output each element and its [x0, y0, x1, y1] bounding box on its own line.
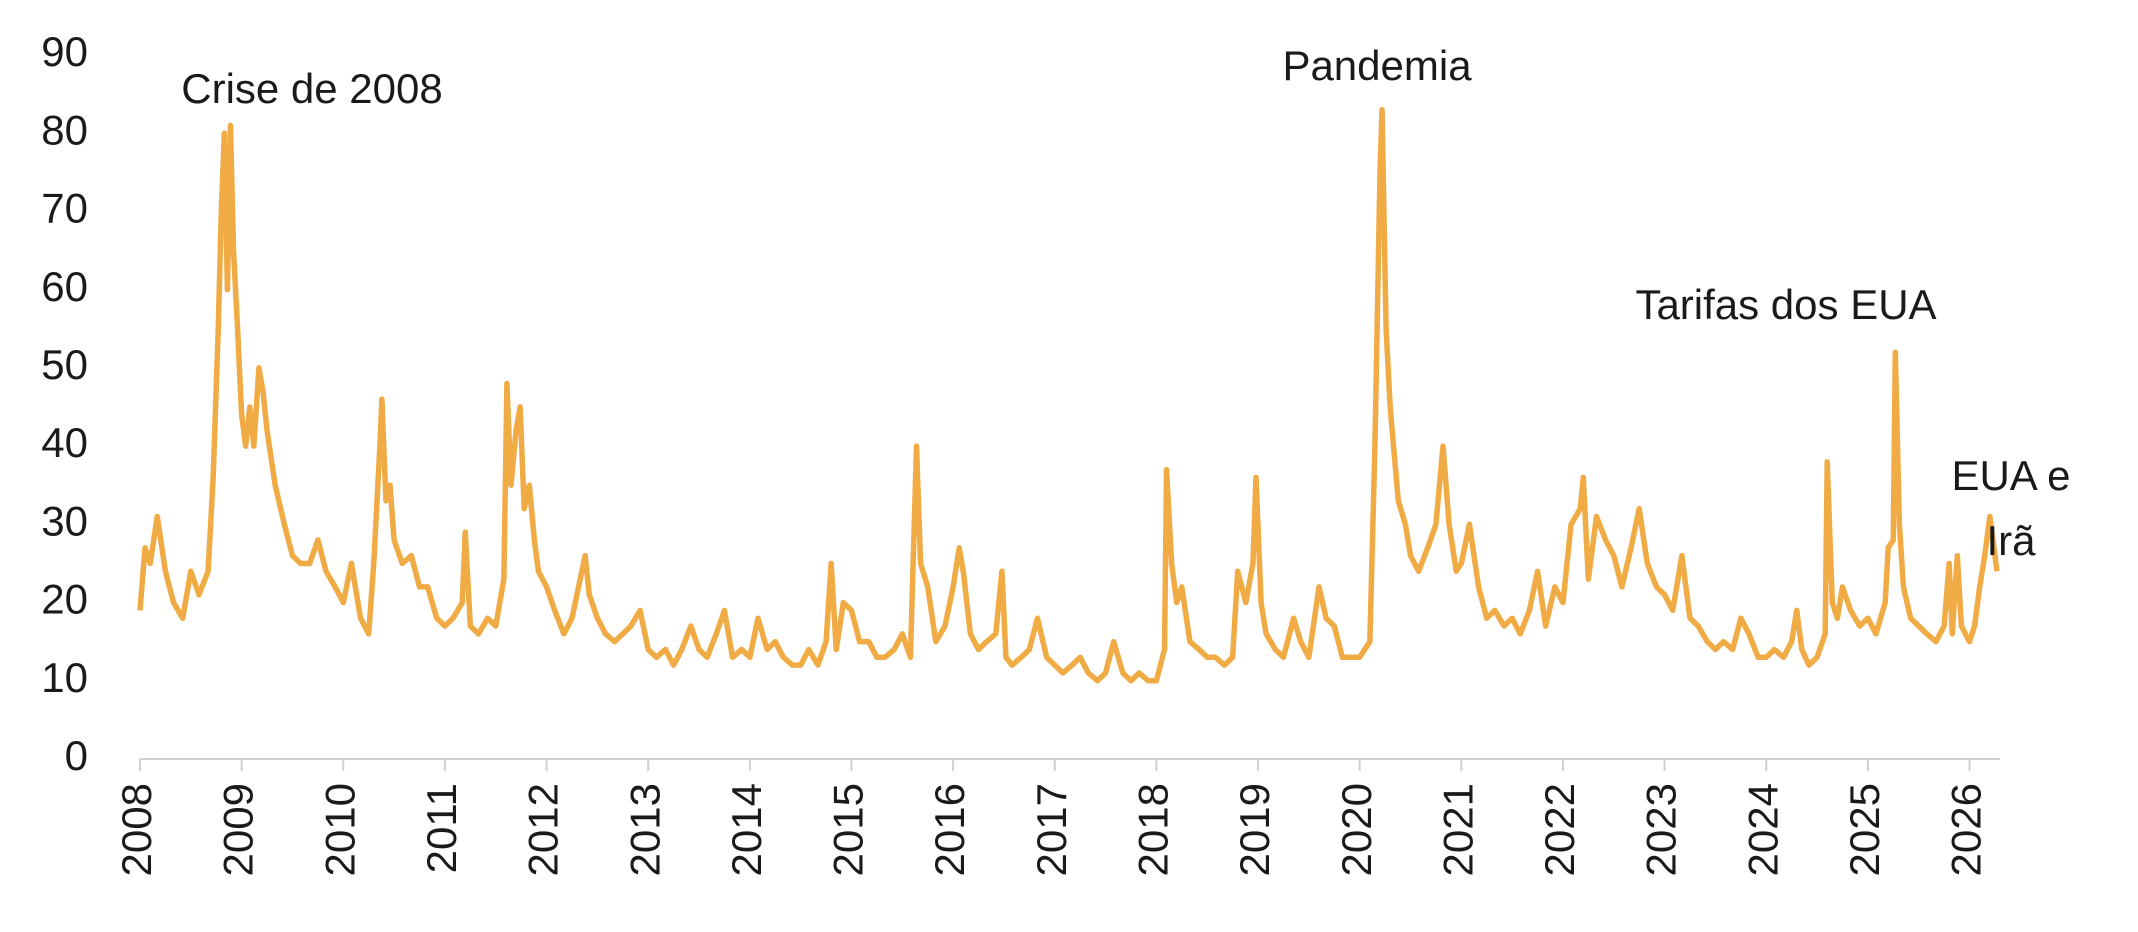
annotation: EUA e [1951, 452, 2070, 499]
x-tick-label: 2012 [520, 783, 567, 876]
y-tick-label: 70 [41, 185, 88, 232]
annotation: Irã [1986, 517, 2036, 564]
annotation: Crise de 2008 [181, 65, 443, 112]
annotation: Pandemia [1282, 42, 1472, 89]
y-tick-label: 20 [41, 576, 88, 623]
y-tick-label: 50 [41, 341, 88, 388]
y-tick-label: 80 [41, 106, 88, 153]
x-tick-label: 2009 [215, 783, 262, 876]
x-tick-label: 2023 [1638, 783, 1685, 876]
x-tick-label: 2024 [1739, 783, 1786, 876]
x-tick-label: 2010 [316, 783, 363, 876]
y-tick-label: 60 [41, 263, 88, 310]
x-tick-label: 2022 [1536, 783, 1583, 876]
x-tick-label: 2017 [1028, 783, 1075, 876]
y-tick-label: 30 [41, 497, 88, 544]
x-tick-label: 2018 [1129, 783, 1176, 876]
x-tick-label: 2025 [1841, 783, 1888, 876]
y-tick-label: 10 [41, 654, 88, 701]
series-line [137, 107, 2000, 684]
x-tick-label: 2016 [926, 783, 973, 876]
x-tick-label: 2021 [1434, 783, 1481, 876]
y-tick-label: 90 [41, 28, 88, 75]
y-tick-label: 0 [65, 732, 88, 779]
x-tick-label: 2013 [621, 783, 668, 876]
x-tick-label: 2019 [1231, 783, 1278, 876]
x-tick-label: 2011 [418, 783, 465, 873]
annotation: Tarifas dos EUA [1635, 281, 1936, 328]
x-tick-label: 2014 [723, 783, 770, 876]
y-tick-label: 40 [41, 419, 88, 466]
x-tick-label: 2015 [825, 783, 872, 876]
x-tick-label: 2026 [1943, 783, 1990, 876]
x-tick-label: 2008 [113, 783, 160, 876]
x-tick-label: 2020 [1333, 783, 1380, 876]
